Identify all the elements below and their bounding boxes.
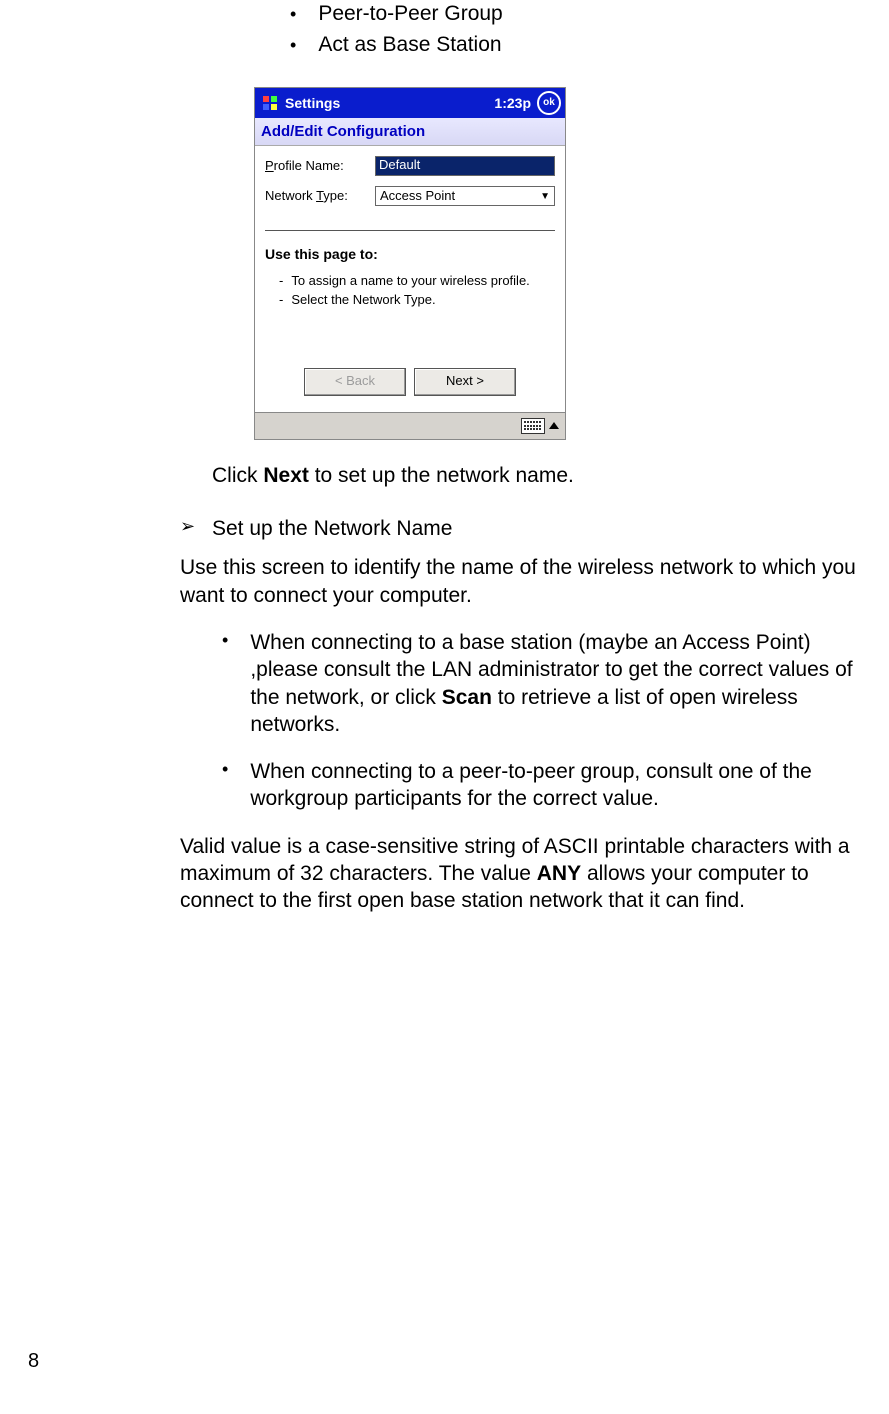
ok-button[interactable]: ok <box>537 91 561 115</box>
bullet-text: Act as Base Station <box>318 31 501 58</box>
back-button: < Back <box>304 368 406 396</box>
divider <box>265 230 555 231</box>
chevron-down-icon: ▼ <box>540 190 550 203</box>
page-number: 8 <box>28 1348 39 1374</box>
use-item-text: Select the Network Type. <box>291 292 435 308</box>
use-page-title: Use this page to: <box>265 245 555 263</box>
app-icon <box>261 94 279 112</box>
bullet-icon: • <box>290 34 296 57</box>
profile-name-label: Profile Name: <box>265 158 375 175</box>
profile-name-input[interactable]: Default <box>375 156 555 176</box>
bullet-text: Peer-to-Peer Group <box>318 0 502 27</box>
window-titlebar: Settings 1:23p ok <box>255 88 565 118</box>
caption-text: Click Next to set up the network name. <box>212 462 859 489</box>
bullet-icon: • <box>290 3 296 26</box>
intro-paragraph: Use this screen to identify the name of … <box>180 554 859 609</box>
arrow-bullet-icon: ➢ <box>180 515 212 542</box>
bullet-paragraph: When connecting to a peer-to-peer group,… <box>250 758 859 813</box>
use-item-text: To assign a name to your wireless profil… <box>291 273 529 289</box>
window-title: Settings <box>285 94 494 112</box>
section-heading: Set up the Network Name <box>212 515 452 542</box>
top-bullet-list: • Peer-to-Peer Group • Act as Base Stati… <box>290 0 859 59</box>
bullet-paragraph: When connecting to a base station (maybe… <box>250 629 859 738</box>
keyboard-icon[interactable] <box>521 418 545 434</box>
network-type-label: Network Type: <box>265 188 375 205</box>
select-value: Access Point <box>380 188 455 205</box>
dialog-subheader: Add/Edit Configuration <box>255 118 565 147</box>
bullet-icon: • <box>222 758 228 813</box>
up-arrow-icon[interactable] <box>549 422 559 429</box>
status-bar <box>255 412 565 439</box>
valid-paragraph: Valid value is a case-sensitive string o… <box>180 833 859 915</box>
clock-text: 1:23p <box>494 94 531 112</box>
pda-screenshot: Settings 1:23p ok Add/Edit Configuration… <box>254 87 566 440</box>
next-button[interactable]: Next > <box>414 368 516 396</box>
use-page-list: -To assign a name to your wireless profi… <box>265 273 555 308</box>
bullet-icon: • <box>222 629 228 738</box>
network-type-select[interactable]: Access Point ▼ <box>375 186 555 206</box>
